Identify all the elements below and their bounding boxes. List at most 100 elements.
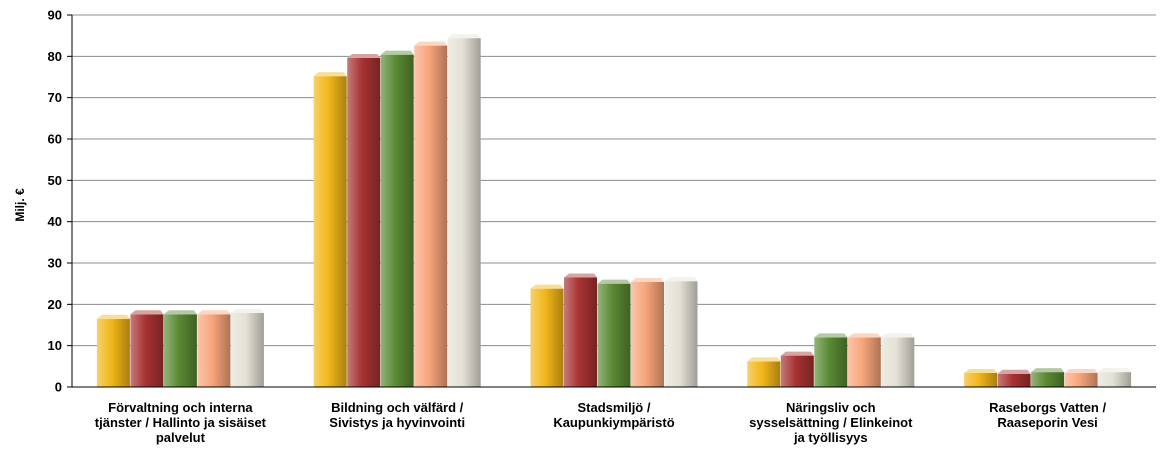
bar-body	[1098, 372, 1132, 387]
bar	[447, 34, 481, 387]
y-tick-label: 70	[48, 90, 62, 105]
x-category-label-line: tjänster / Hallinto ja sisäiset	[95, 415, 267, 430]
bar	[163, 310, 197, 387]
bar-top	[814, 333, 848, 338]
x-category-label-line: Näringsliv och	[786, 400, 876, 415]
bar	[1098, 368, 1132, 387]
y-tick-label: 30	[48, 256, 62, 271]
bar-top	[230, 309, 264, 314]
bar-body	[597, 283, 631, 387]
x-category-label: Stadsmiljö / Kaupunkiympäristö	[553, 400, 674, 430]
bar-top	[530, 284, 564, 289]
x-category-label-line: Stadsmiljö /	[578, 400, 651, 415]
bar-body	[347, 57, 381, 388]
bar	[780, 351, 814, 387]
bar-body	[447, 38, 481, 387]
bar-top	[1031, 368, 1065, 373]
x-category-label-line: Raseborgs Vatten /	[989, 400, 1106, 415]
bar-body	[1064, 372, 1098, 387]
bar-top	[631, 278, 664, 283]
bar	[881, 333, 915, 387]
bar-top	[564, 273, 597, 278]
y-tick-label: 80	[48, 49, 62, 64]
bar-top	[163, 310, 197, 315]
y-tick-labels: 0 10 20 30 40 50 60 70 80 90	[48, 8, 62, 395]
bar	[130, 310, 164, 387]
bar	[1031, 368, 1065, 387]
x-category-label-line: ja työllisyys	[793, 430, 868, 445]
bar-body	[197, 314, 231, 387]
bar-body	[747, 361, 781, 387]
bar-body	[313, 76, 347, 387]
y-axis-label: Milj. €	[13, 188, 27, 222]
bar-top	[1064, 368, 1098, 373]
x-category-label-line: Bildning och välfärd /	[331, 400, 464, 415]
y-tick-label: 90	[48, 8, 62, 23]
bar-body	[1031, 372, 1065, 387]
bar-body	[130, 314, 164, 387]
bar	[664, 277, 698, 387]
bar-body	[847, 337, 881, 387]
bar-top	[664, 277, 698, 282]
bar	[564, 273, 597, 387]
bar-top	[447, 34, 481, 39]
x-category-label-line: Kaupunkiympäristö	[553, 415, 674, 430]
bar-top	[747, 357, 781, 362]
bar-top	[881, 333, 915, 338]
bar-body	[664, 281, 698, 387]
bar-body	[230, 313, 264, 387]
bar-top	[964, 368, 998, 373]
bar-top	[847, 333, 881, 338]
bar-top	[197, 310, 231, 315]
bar	[631, 278, 664, 387]
x-category-label-line: Sivistys ja hyvinvointi	[329, 415, 465, 430]
bar-top	[597, 279, 631, 284]
bar	[964, 368, 998, 387]
bar-top	[997, 369, 1031, 374]
x-category-label-line: sysselsättning / Elinkeinot	[749, 415, 913, 430]
bar	[96, 314, 130, 387]
bar-top	[347, 53, 381, 58]
x-category-label: Näringsliv och sysselsättning / Elinkeino…	[749, 400, 913, 445]
bar-body	[881, 337, 915, 387]
axes	[71, 15, 1156, 388]
bar-body	[564, 277, 597, 387]
bar-body	[997, 373, 1031, 387]
y-tick-label: 40	[48, 214, 62, 229]
bar-top	[313, 72, 347, 77]
bars	[96, 34, 1132, 388]
bar-body	[380, 54, 414, 388]
y-tick-label: 0	[55, 380, 62, 395]
bar	[313, 72, 347, 387]
bar	[197, 310, 231, 387]
bar	[414, 41, 448, 387]
x-category-label: Bildning och välfärd / Sivistys ja hyvinv…	[329, 400, 465, 430]
bar	[380, 50, 414, 388]
bar	[530, 284, 564, 387]
x-category-label: Raseborgs Vatten / Raaseporin Vesi	[989, 400, 1106, 430]
bar	[847, 333, 881, 387]
bar	[230, 309, 264, 387]
bar	[747, 357, 781, 387]
bar-top	[130, 310, 164, 315]
bar	[597, 279, 631, 387]
bar	[997, 369, 1031, 387]
bar	[347, 53, 381, 388]
x-category-label-line: palvelut	[156, 430, 206, 445]
y-tick-label: 60	[48, 132, 62, 147]
x-category-labels: Förvaltning och interna tjänster / Hallin…	[95, 400, 1107, 445]
bar	[1064, 368, 1098, 387]
bar-top	[414, 41, 448, 46]
y-tick-label: 20	[48, 297, 62, 312]
bar	[814, 333, 848, 387]
bar-body	[814, 337, 848, 387]
x-category-label-line: Raaseporin Vesi	[997, 415, 1097, 430]
bar-body	[414, 45, 448, 387]
bar-top	[96, 314, 130, 319]
bar-top	[780, 351, 814, 356]
bar-body	[530, 288, 564, 387]
bar-top	[1098, 368, 1132, 373]
bar-body	[631, 282, 664, 387]
bar-top	[380, 50, 414, 55]
